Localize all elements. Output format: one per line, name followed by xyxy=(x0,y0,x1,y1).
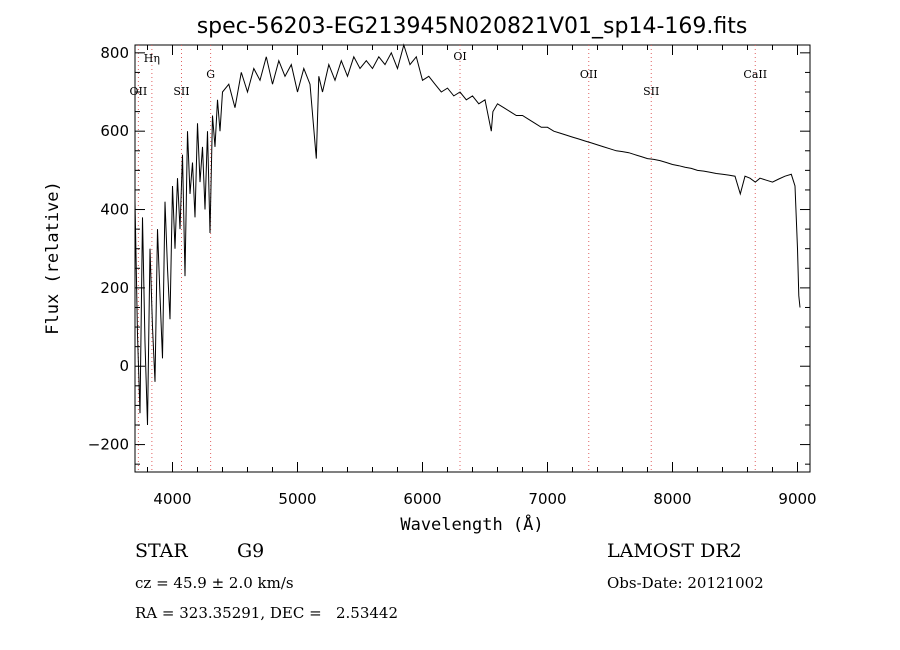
plot-frame xyxy=(134,44,811,473)
x-tick-label: 6000 xyxy=(403,490,441,508)
x-tick-label: 4000 xyxy=(153,490,191,508)
survey-name: LAMOST DR2 xyxy=(607,540,742,562)
y-tick-label: 800 xyxy=(100,44,129,62)
y-tick-label: 600 xyxy=(100,122,129,140)
x-tick-label: 5000 xyxy=(278,490,316,508)
emission-lines-layer: OII Hη SII G OI OII SII CaII xyxy=(130,45,767,472)
spectral-line-label: OII xyxy=(130,85,148,98)
y-tick-label: 400 xyxy=(100,201,129,219)
chart-title: spec-56203-EG213945N020821V01_sp14-169.f… xyxy=(197,14,748,39)
y-tick-label: 0 xyxy=(119,357,129,375)
redshift-text: cz = 45.9 ± 2.0 km/s xyxy=(135,574,294,592)
x-axis-label: Wavelength (Å) xyxy=(400,513,543,535)
series-layer xyxy=(134,43,801,426)
spectral-line-label: SII xyxy=(173,85,189,98)
spectral-line-label: OI xyxy=(453,50,466,63)
spectral-line-label: CaII xyxy=(743,68,767,81)
obs-date: Obs-Date: 20121002 xyxy=(607,574,764,592)
y-tick-label: 200 xyxy=(100,279,129,297)
spectral-line-label: G xyxy=(206,68,215,81)
x-tick-label: 9000 xyxy=(778,490,816,508)
object-class: STAR xyxy=(135,540,188,562)
x-tick-label: 8000 xyxy=(653,490,691,508)
spectral-line-label: Hη xyxy=(144,52,160,65)
x-tick-label: 7000 xyxy=(528,490,566,508)
object-subclass: G9 xyxy=(237,540,265,562)
axis-ticks-layer: 4000 5000 6000 7000 8000 9000 −200 0 200 400 600 80… xyxy=(88,44,817,508)
spectral-line-label: SII xyxy=(643,85,659,98)
coordinates-text: RA = 323.35291, DEC = 2.53442 xyxy=(135,604,399,622)
spectral-line-label: OII xyxy=(580,68,598,81)
y-tick-label: −200 xyxy=(88,436,129,454)
y-axis-label: Flux (relative) xyxy=(43,181,63,335)
spectrum-line xyxy=(134,43,801,426)
